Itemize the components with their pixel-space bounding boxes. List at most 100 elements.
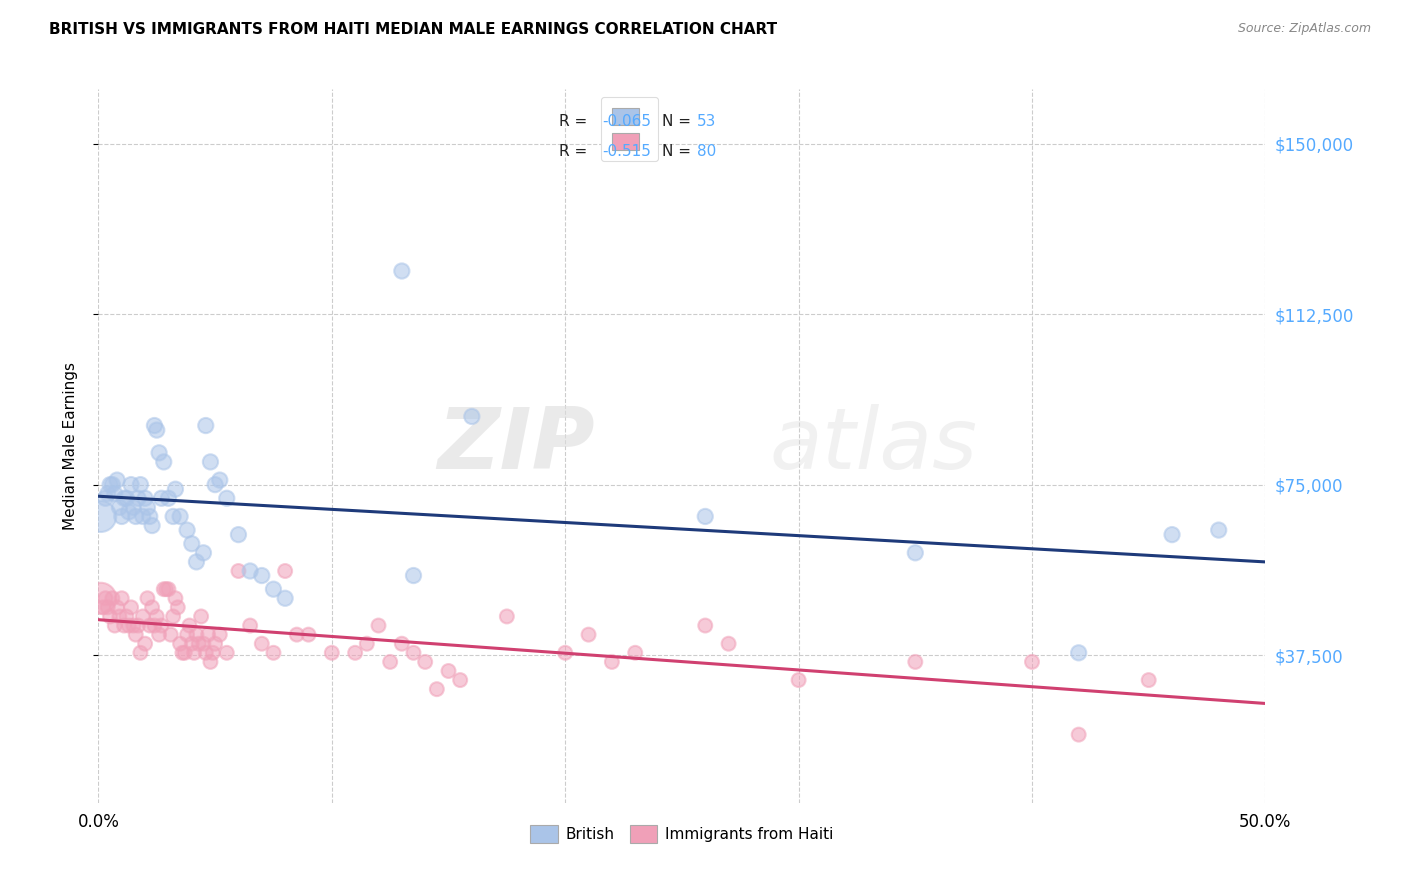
- Point: [141, 518, 163, 533]
- Text: Source: ZipAtlas.com: Source: ZipAtlas.com: [1237, 22, 1371, 36]
- Point: [118, 505, 141, 519]
- Point: [204, 477, 226, 491]
- Point: [152, 582, 174, 597]
- Point: [120, 600, 142, 615]
- Point: [391, 637, 413, 651]
- Point: [108, 609, 131, 624]
- Point: [165, 482, 187, 496]
- Point: [201, 646, 224, 660]
- Point: [321, 646, 343, 660]
- Point: [136, 591, 159, 606]
- Point: [143, 418, 166, 433]
- Point: [380, 655, 402, 669]
- Point: [297, 627, 319, 641]
- Point: [413, 655, 436, 669]
- Point: [402, 568, 425, 582]
- Point: [200, 655, 222, 669]
- Point: [600, 655, 623, 669]
- Point: [148, 627, 170, 641]
- Point: [111, 591, 134, 606]
- Text: N =: N =: [662, 145, 696, 160]
- Point: [695, 618, 717, 632]
- Point: [695, 509, 717, 524]
- Point: [90, 509, 112, 524]
- Point: [166, 600, 188, 615]
- Point: [624, 646, 647, 660]
- Point: [717, 637, 740, 651]
- Point: [179, 618, 201, 632]
- Point: [112, 491, 135, 506]
- Point: [165, 591, 187, 606]
- Point: [208, 627, 231, 641]
- Point: [215, 491, 238, 506]
- Point: [367, 618, 389, 632]
- Point: [143, 618, 166, 632]
- Point: [129, 477, 152, 491]
- Point: [148, 446, 170, 460]
- Point: [274, 591, 297, 606]
- Point: [1021, 655, 1043, 669]
- Point: [250, 637, 273, 651]
- Point: [112, 618, 135, 632]
- Point: [129, 646, 152, 660]
- Point: [496, 609, 519, 624]
- Point: [250, 568, 273, 582]
- Point: [239, 618, 262, 632]
- Point: [125, 627, 148, 641]
- Text: N =: N =: [662, 114, 696, 128]
- Point: [115, 609, 138, 624]
- Point: [426, 682, 449, 697]
- Point: [108, 500, 131, 515]
- Point: [194, 418, 217, 433]
- Text: ZIP: ZIP: [437, 404, 595, 488]
- Text: 53: 53: [697, 114, 717, 128]
- Point: [176, 523, 198, 537]
- Point: [239, 564, 262, 578]
- Point: [285, 627, 308, 641]
- Point: [150, 618, 173, 632]
- Point: [1208, 523, 1230, 537]
- Point: [98, 609, 121, 624]
- Point: [105, 473, 128, 487]
- Y-axis label: Median Male Earnings: Median Male Earnings: [63, 362, 77, 530]
- Point: [461, 409, 484, 424]
- Point: [228, 564, 250, 578]
- Point: [146, 423, 169, 437]
- Point: [152, 455, 174, 469]
- Point: [787, 673, 810, 687]
- Point: [172, 646, 194, 660]
- Point: [90, 591, 112, 606]
- Point: [402, 646, 425, 660]
- Point: [157, 491, 180, 506]
- Point: [159, 627, 181, 641]
- Point: [173, 646, 195, 660]
- Point: [274, 564, 297, 578]
- Point: [356, 637, 378, 651]
- Point: [186, 627, 208, 641]
- Point: [94, 491, 117, 506]
- Point: [1067, 646, 1090, 660]
- Point: [1161, 527, 1184, 541]
- Point: [197, 627, 219, 641]
- Text: atlas: atlas: [769, 404, 977, 488]
- Point: [136, 500, 159, 515]
- Point: [125, 509, 148, 524]
- Point: [132, 609, 155, 624]
- Text: -0.515: -0.515: [603, 145, 651, 160]
- Point: [180, 537, 202, 551]
- Point: [449, 673, 471, 687]
- Point: [97, 600, 120, 615]
- Point: [157, 582, 180, 597]
- Point: [132, 509, 155, 524]
- Point: [200, 455, 222, 469]
- Point: [115, 491, 138, 506]
- Point: [904, 546, 927, 560]
- Text: BRITISH VS IMMIGRANTS FROM HAITI MEDIAN MALE EARNINGS CORRELATION CHART: BRITISH VS IMMIGRANTS FROM HAITI MEDIAN …: [49, 22, 778, 37]
- Point: [127, 491, 149, 506]
- Point: [169, 637, 191, 651]
- Point: [1137, 673, 1160, 687]
- Point: [204, 637, 226, 651]
- Point: [120, 477, 142, 491]
- Point: [122, 618, 145, 632]
- Text: R =: R =: [560, 145, 598, 160]
